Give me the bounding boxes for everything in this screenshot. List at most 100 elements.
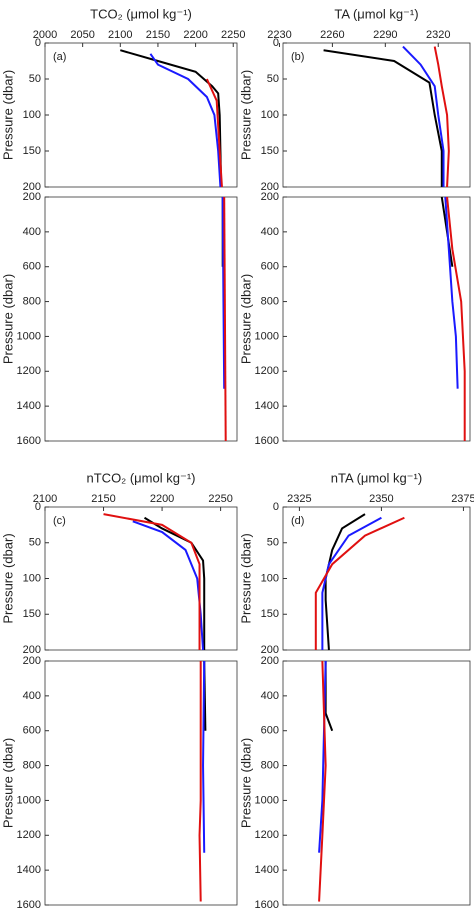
y-tick-label: 200	[261, 644, 279, 656]
profile-line	[318, 660, 327, 902]
y-tick-label: 1400	[255, 400, 279, 412]
panel-label: (c)	[53, 515, 66, 527]
y-tick-label: 800	[23, 759, 41, 771]
x-tick-label: 2290	[373, 29, 397, 41]
profile-line	[149, 53, 222, 188]
y-tick-label: 400	[23, 226, 41, 238]
y-tick-label: 200	[261, 655, 279, 667]
profile-line	[198, 661, 202, 902]
profile-line	[103, 513, 201, 650]
y-tick-label: 200	[23, 181, 41, 193]
x-tick-label: 2100	[33, 493, 57, 505]
y-tick-label: 50	[267, 73, 279, 85]
profile-line	[433, 46, 450, 188]
y-tick-label: 1600	[17, 435, 41, 447]
x-tick-label: 2150	[91, 493, 115, 505]
profile-line	[323, 49, 443, 187]
y-tick-label: 1600	[17, 899, 41, 911]
y-tick-label: 0	[35, 37, 41, 49]
y-tick-label: 0	[35, 501, 41, 513]
axis-title: nTCO₂ (μmol kg⁻¹)	[87, 470, 196, 485]
panel-label: (b)	[291, 51, 304, 63]
y-tick-label: 150	[23, 145, 41, 157]
x-tick-label: 2320	[426, 29, 450, 41]
y-tick-label: 1400	[17, 400, 41, 412]
y-tick-label: 800	[23, 295, 41, 307]
y-tick-label: 800	[261, 295, 279, 307]
x-tick-label: 2200	[150, 493, 174, 505]
y-tick-label: 0	[273, 501, 279, 513]
y-tick-label: 200	[23, 644, 41, 656]
y-axis-label: Pressure (dbar)	[0, 70, 15, 160]
x-tick-label: 2000	[33, 29, 57, 41]
y-axis-label: Pressure (dbar)	[238, 533, 253, 623]
x-tick-label: 2150	[146, 29, 170, 41]
axis-title: nTA (μmol kg⁻¹)	[331, 470, 422, 485]
y-tick-label: 1200	[255, 365, 279, 377]
x-tick-label: 2200	[183, 29, 207, 41]
x-tick-label: 2260	[320, 29, 344, 41]
profile-line	[402, 45, 445, 187]
profile-line	[314, 516, 405, 650]
plot-area	[282, 660, 471, 906]
x-tick-label: 2230	[267, 29, 291, 41]
y-axis-label: Pressure (dbar)	[0, 738, 15, 828]
plot-area	[44, 660, 238, 906]
y-tick-label: 50	[29, 537, 41, 549]
y-tick-label: 600	[261, 261, 279, 273]
y-tick-label: 400	[23, 690, 41, 702]
profile-line	[202, 660, 206, 853]
plot-area	[44, 506, 238, 651]
y-axis-label: Pressure (dbar)	[238, 274, 253, 364]
y-tick-label: 1600	[255, 899, 279, 911]
profile-line	[223, 196, 227, 442]
y-tick-label: 400	[261, 690, 279, 702]
y-axis-label: Pressure (dbar)	[238, 738, 253, 828]
profile-line	[143, 516, 206, 650]
panel-label: (a)	[53, 51, 66, 63]
x-tick-label: 2325	[287, 493, 311, 505]
y-tick-label: 1000	[255, 330, 279, 342]
y-tick-label: 400	[261, 226, 279, 238]
y-tick-label: 1400	[17, 864, 41, 876]
profile-line	[221, 196, 226, 389]
y-axis-label: Pressure (dbar)	[0, 533, 15, 623]
profile-line	[205, 78, 223, 188]
plot-area	[44, 196, 238, 442]
y-tick-label: 200	[261, 191, 279, 203]
y-tick-label: 150	[23, 608, 41, 620]
y-tick-label: 200	[23, 655, 41, 667]
x-tick-label: 2050	[70, 29, 94, 41]
y-tick-label: 150	[261, 608, 279, 620]
y-tick-label: 50	[267, 537, 279, 549]
y-axis-label: Pressure (dbar)	[0, 274, 15, 364]
y-tick-label: 100	[261, 109, 279, 121]
y-tick-label: 50	[29, 73, 41, 85]
y-tick-label: 100	[23, 109, 41, 121]
profile-line	[446, 196, 466, 441]
y-tick-label: 200	[23, 191, 41, 203]
y-tick-label: 100	[261, 572, 279, 584]
y-axis-label: Pressure (dbar)	[238, 70, 253, 160]
y-tick-label: 1000	[17, 794, 41, 806]
profile-line	[444, 196, 459, 389]
y-tick-label: 600	[261, 725, 279, 737]
y-tick-label: 1200	[17, 829, 41, 841]
panel-label: (d)	[291, 515, 304, 527]
x-tick-label: 2250	[221, 29, 245, 41]
profile-line	[132, 520, 205, 651]
x-tick-label: 2375	[451, 493, 474, 505]
axis-title: TA (μmol kg⁻¹)	[334, 6, 418, 21]
y-tick-label: 600	[23, 261, 41, 273]
y-tick-label: 100	[23, 572, 41, 584]
plot-area	[44, 42, 238, 188]
x-tick-label: 2100	[108, 29, 132, 41]
y-tick-label: 800	[261, 759, 279, 771]
profile-line	[321, 516, 382, 650]
y-tick-label: 0	[273, 37, 279, 49]
y-tick-label: 200	[261, 181, 279, 193]
y-tick-label: 150	[261, 145, 279, 157]
y-tick-label: 1000	[255, 794, 279, 806]
plot-area	[282, 196, 471, 442]
